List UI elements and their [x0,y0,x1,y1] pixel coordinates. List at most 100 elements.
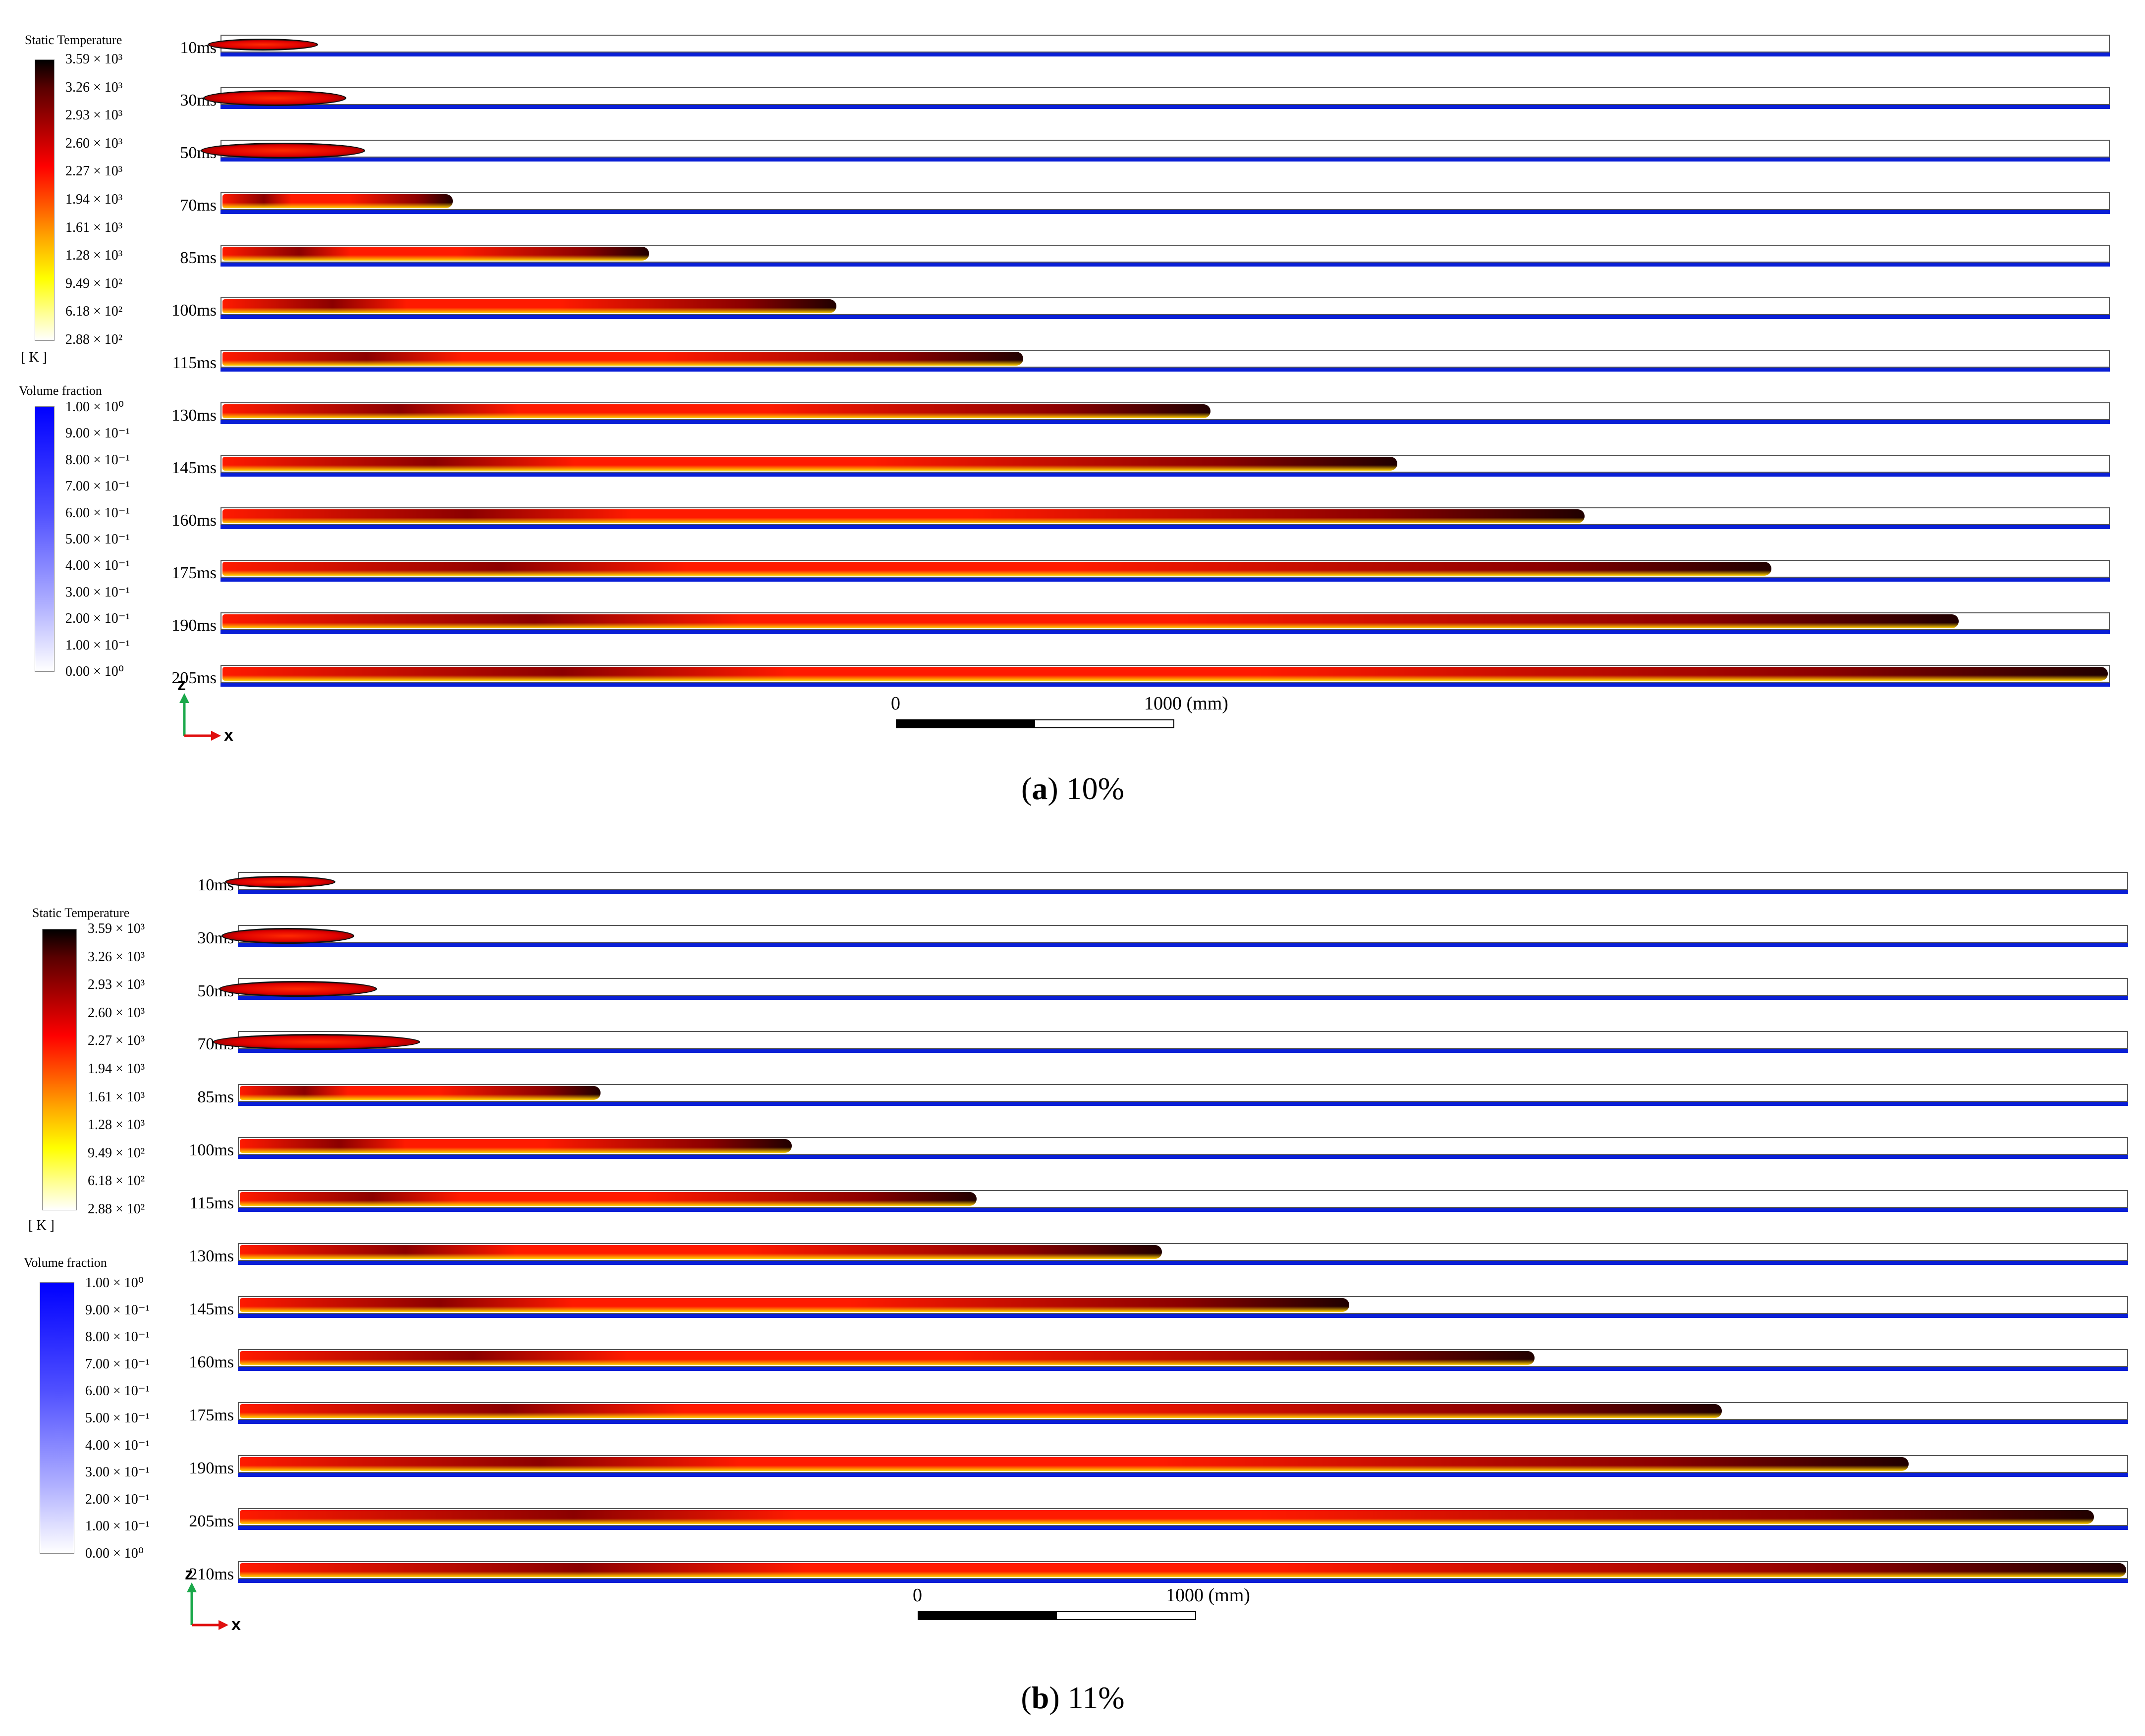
water-layer [220,53,2110,56]
x-axis-label: x [224,726,233,745]
ignition-kernel [203,90,347,106]
flame-region [222,509,1585,523]
temperature-tick-label: 6.18 × 10² [65,304,123,320]
volume-fraction-tick-label: 2.00 × 10⁻¹ [65,611,130,627]
water-layer [238,1102,2128,1106]
time-label: 10ms [197,876,234,894]
volume-fraction-tick-label: 7.00 × 10⁻¹ [65,479,130,494]
temperature-tick-label: 1.28 × 10³ [88,1117,145,1133]
water-layer [220,630,2110,634]
volume-fraction-tick-label: 5.00 × 10⁻¹ [65,532,130,547]
ignition-kernel [219,981,378,997]
caption-value: 11% [1067,1680,1125,1715]
temperature-tick-label: 2.27 × 10³ [88,1033,145,1049]
temperature-tick-label: 1.61 × 10³ [88,1089,145,1105]
channel-frame [238,1031,2128,1049]
time-label: 160ms [171,511,217,530]
volume-fraction-colorbar [40,1282,74,1554]
time-label: 160ms [189,1353,234,1371]
time-label: 70ms [180,196,217,215]
panel-caption: (b) 11% [1021,1680,1125,1715]
water-layer [220,578,2110,582]
temperature-tick-label: 9.49 × 10² [65,275,123,291]
volume-fraction-tick-label: 3.00 × 10⁻¹ [65,584,130,600]
flame-region [222,299,836,313]
scale-bar [918,1611,1196,1620]
volume-fraction-tick-label: 6.00 × 10⁻¹ [85,1383,150,1399]
time-label: 100ms [171,301,217,320]
axes-triad [187,1582,228,1630]
temperature-legend-title: Static Temperature [25,33,122,47]
flame-region [240,1510,2094,1524]
flame-region [240,1139,792,1153]
panel-b: Static Temperature 3.59 × 10³ 3.26 × 10³ 2.… [0,832,2145,1736]
volume-fraction-tick-label: 1.00 × 10⁻¹ [85,1519,150,1534]
channel-frame [220,87,2110,105]
water-layer [238,1208,2128,1212]
water-layer [220,158,2110,162]
flame-region [222,562,1771,576]
x-axis-label: x [231,1615,241,1634]
time-label: 145ms [171,459,217,477]
ignition-kernel [225,876,336,888]
flame-region [222,352,1023,366]
time-label: 145ms [189,1300,234,1318]
time-label: 205ms [171,669,217,687]
time-label: 175ms [171,564,217,582]
time-label: 175ms [189,1406,234,1424]
x-axis-arrowhead [219,1620,228,1630]
volume-fraction-tick-label: 3.00 × 10⁻¹ [85,1465,150,1480]
volume-fraction-tick-label: 1.00 × 10⁰ [85,1275,144,1291]
time-label: 85ms [180,249,217,267]
temperature-colorbar [35,59,55,341]
channel-frame [238,978,2128,996]
x-axis-arrowhead [211,731,221,741]
water-layer [238,1526,2128,1530]
volume-fraction-tick-label: 7.00 × 10⁻¹ [85,1356,150,1372]
time-label: 85ms [197,1088,234,1106]
water-layer [220,105,2110,109]
temperature-tick-label: 2.88 × 10² [88,1201,145,1217]
temperature-unit-label: [ K ] [28,1218,55,1233]
time-label: 190ms [189,1459,234,1477]
volume-fraction-tick-label: 4.00 × 10⁻¹ [85,1437,150,1453]
temperature-tick-label: 9.49 × 10² [88,1145,145,1161]
volume-fraction-tick-label: 5.00 × 10⁻¹ [85,1410,150,1426]
volume-fraction-legend-title: Volume fraction [19,383,102,398]
water-layer [238,1155,2128,1159]
water-layer [220,525,2110,529]
time-label: 100ms [189,1141,234,1159]
z-axis-arrowhead [187,1582,197,1592]
flame-region [240,1192,977,1206]
time-label: 115ms [172,354,217,372]
volume-fraction-tick-label: 1.00 × 10⁻¹ [65,637,130,653]
volume-fraction-tick-label: 4.00 × 10⁻¹ [65,558,130,574]
ignition-kernel [201,143,366,159]
water-layer [238,1049,2128,1053]
temperature-tick-label: 2.93 × 10³ [65,108,123,123]
z-axis-label: z [177,675,186,694]
water-layer [220,473,2110,477]
temperature-tick-label: 3.59 × 10³ [88,921,145,936]
flame-region [222,667,2108,681]
water-layer [238,1420,2128,1424]
water-layer [238,1314,2128,1318]
water-layer [220,315,2110,319]
scale-bar-filled [919,1612,1057,1619]
channel-frame [220,35,2110,53]
temperature-unit-label: [ K ] [21,350,47,365]
flame-region [240,1298,1349,1312]
axes-triad [179,693,221,741]
scale-end-label: 1000 (mm) [1166,1585,1250,1606]
ignition-kernel [208,39,319,51]
temperature-tick-label: 3.59 × 10³ [65,52,123,67]
water-layer [220,368,2110,372]
caption-value: 10% [1066,771,1124,806]
flame-region [240,1351,1535,1365]
caption-letter: a [1032,771,1048,806]
temperature-tick-label: 6.18 × 10² [88,1173,145,1189]
water-layer [238,1367,2128,1371]
water-layer [220,263,2110,267]
volume-fraction-colorbar [35,406,55,672]
water-layer [238,1261,2128,1265]
